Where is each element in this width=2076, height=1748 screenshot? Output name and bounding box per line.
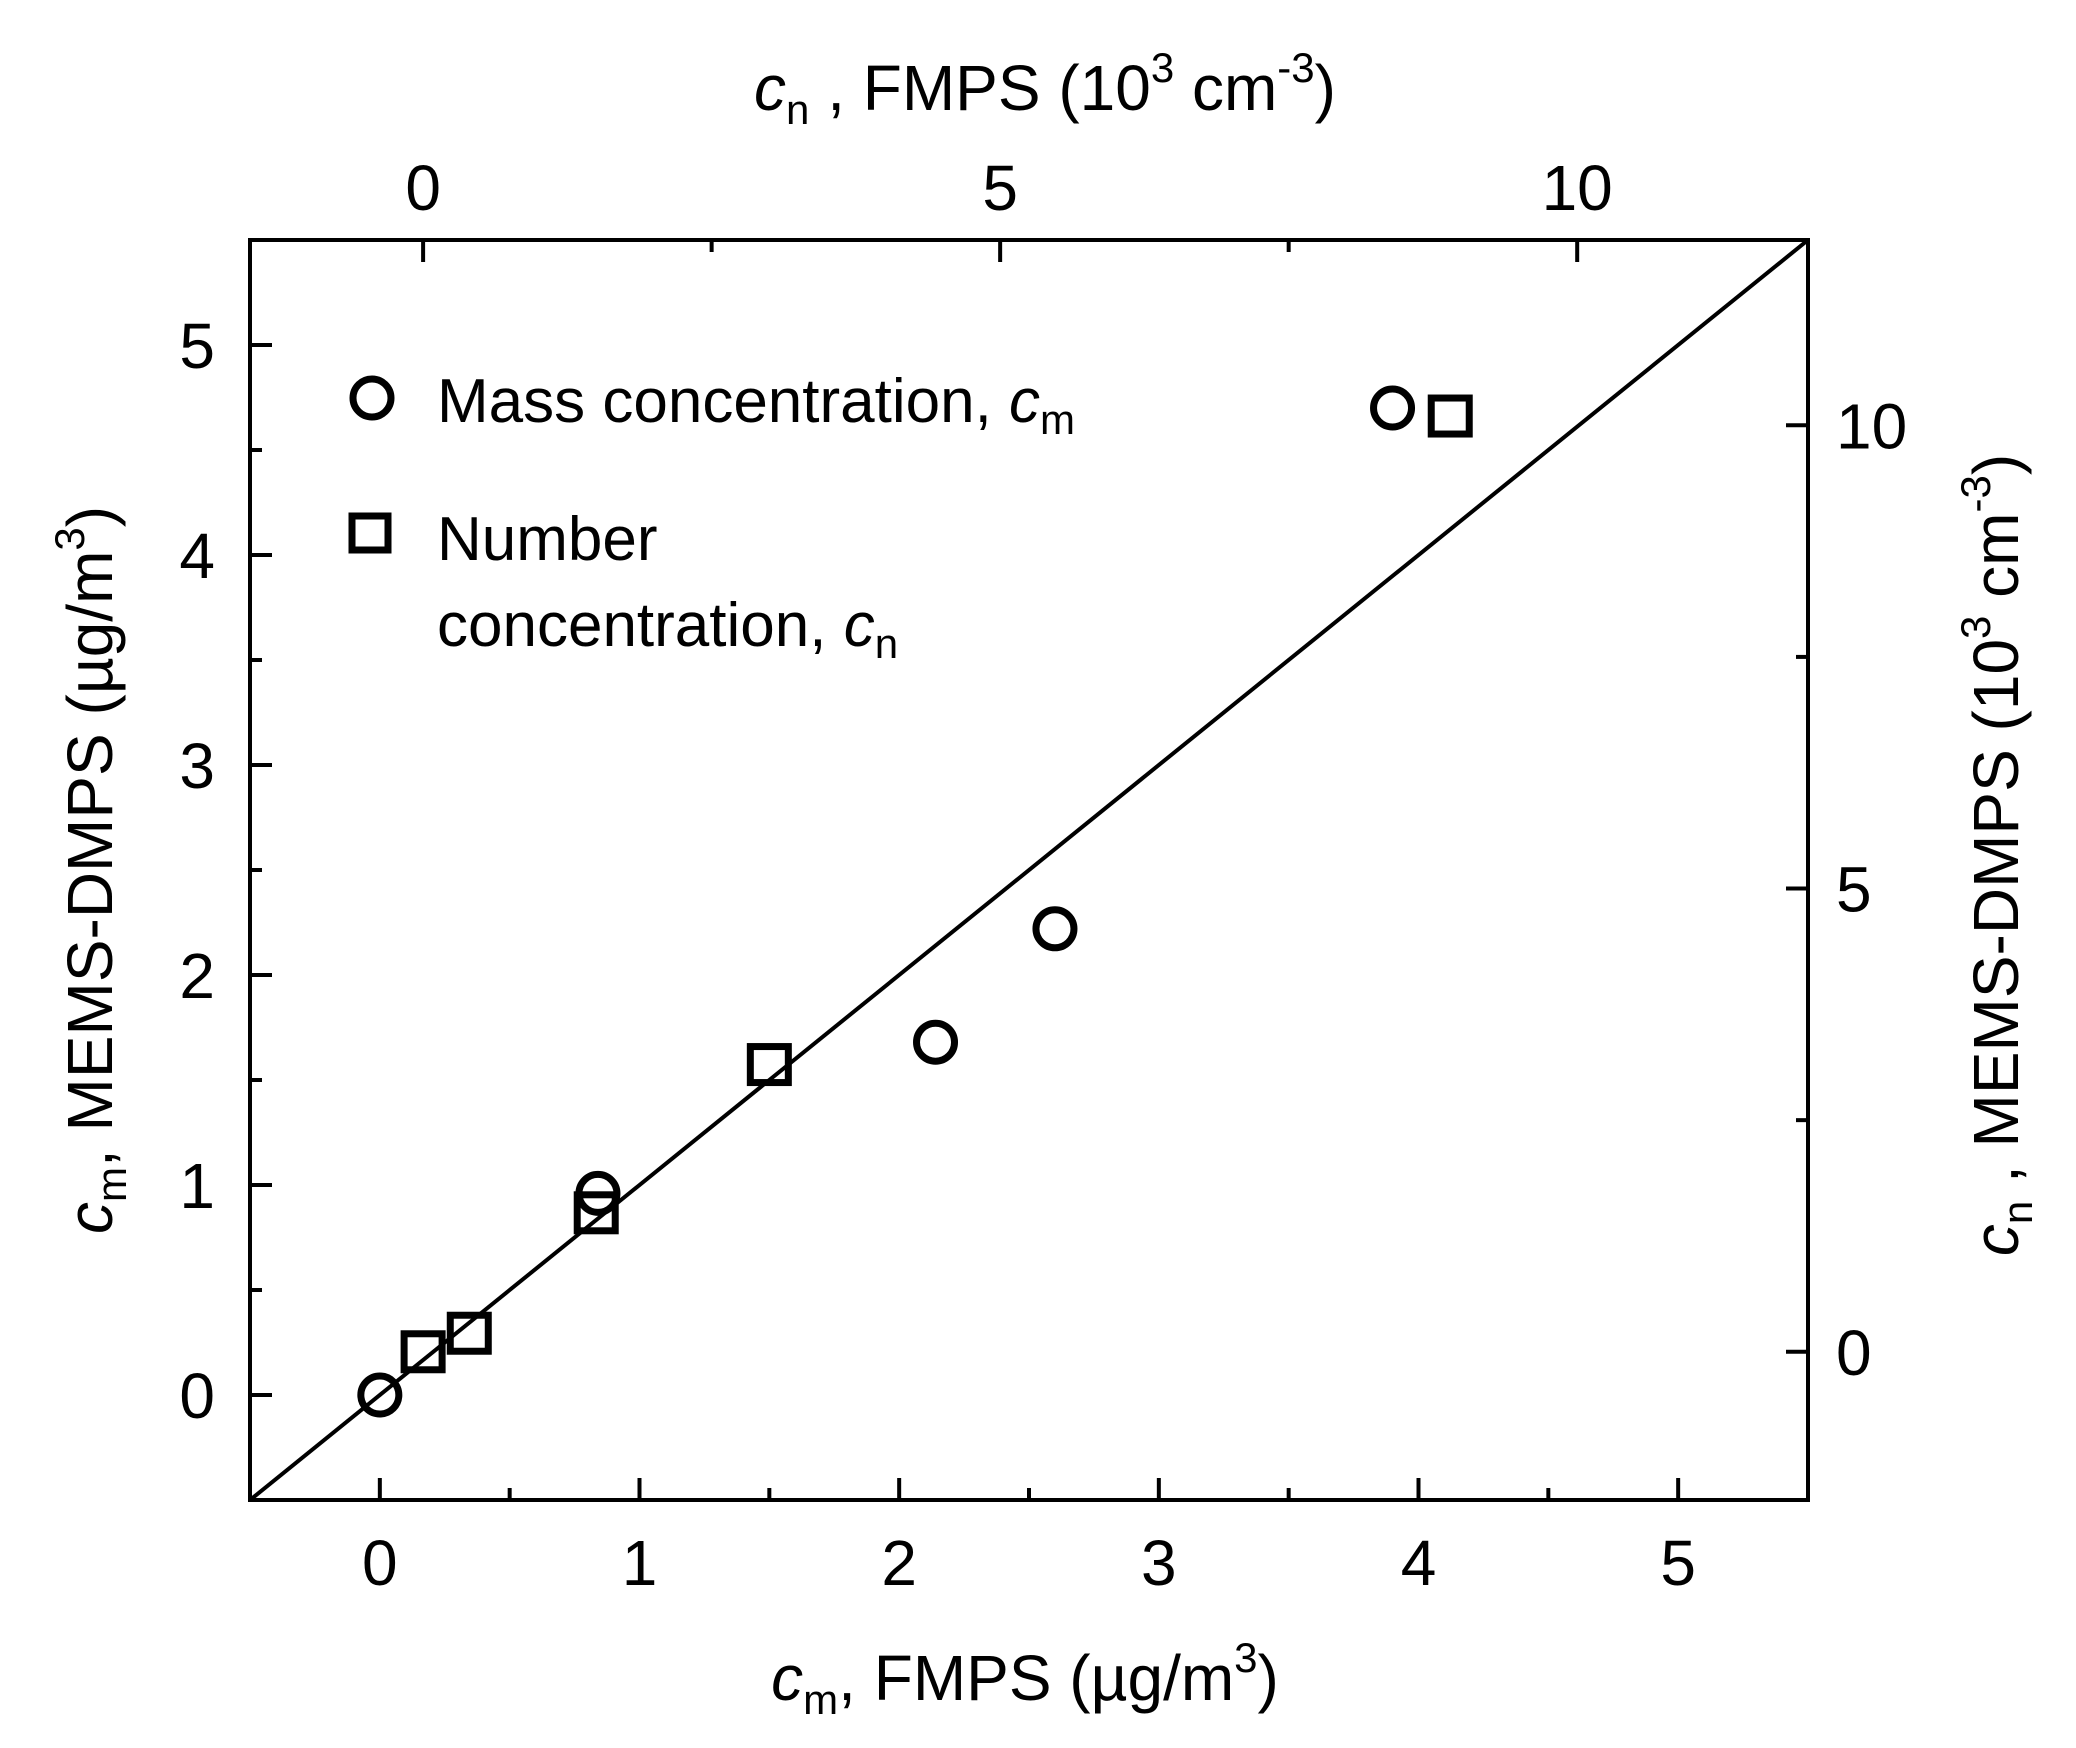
x-top-tick-label: 10 — [1542, 152, 1613, 224]
y-axis-left-title: cm, MEMS-DMPS (µg/m3) — [46, 506, 135, 1234]
legend: Mass concentration, cm Number concentrat… — [348, 367, 1075, 667]
x-top-tick-label: 5 — [982, 152, 1018, 224]
number-concentration-point — [573, 1191, 619, 1235]
x-bottom-tick-label: 4 — [1401, 1527, 1437, 1599]
y-axis-right-title: cn , MEMS-DMPS (103 cm-3) — [1952, 454, 2041, 1256]
y-left-tick-label: 1 — [179, 1150, 215, 1222]
mass-concentration-point — [1032, 906, 1078, 952]
legend-number-label-line1: Number — [437, 505, 658, 574]
x-bottom-tick-label: 5 — [1660, 1527, 1696, 1599]
bottom-axis-ticks: 0 1 2 3 4 5 — [362, 1478, 1696, 1599]
x-axis-bottom-title: cm, FMPS (µg/m3) — [771, 1634, 1279, 1723]
legend-mass-label: Mass concentration, cm — [437, 367, 1075, 443]
number-concentration-point — [1427, 394, 1473, 438]
right-axis-ticks: 0 5 10 — [1786, 390, 1907, 1389]
number-concentration-point — [746, 1043, 792, 1087]
one-to-one-line — [248, 238, 1810, 1502]
y-left-tick-label: 4 — [179, 520, 215, 592]
legend-square-marker — [348, 512, 392, 554]
x-bottom-tick-label: 3 — [1141, 1527, 1177, 1599]
x-bottom-tick-label: 1 — [622, 1527, 658, 1599]
x-top-tick-label: 0 — [405, 152, 441, 224]
legend-number-label-line2: concentration, cn — [437, 591, 898, 667]
number-concentration-point — [400, 1330, 446, 1374]
y-left-tick-label: 0 — [179, 1360, 215, 1432]
x-bottom-tick-label: 2 — [881, 1527, 917, 1599]
y-left-tick-label: 3 — [179, 730, 215, 802]
mass-concentration-point — [913, 1019, 959, 1065]
left-axis-ticks: 0 1 2 3 4 5 — [179, 310, 272, 1432]
x-bottom-tick-label: 0 — [362, 1527, 398, 1599]
mass-concentration-point — [357, 1372, 403, 1418]
y-right-tick-label: 10 — [1836, 390, 1907, 462]
top-axis-ticks: 0 5 10 — [405, 152, 1613, 262]
y-left-tick-label: 5 — [179, 310, 215, 382]
y-right-tick-label: 5 — [1836, 854, 1872, 926]
mass-concentration-point — [1370, 385, 1416, 431]
x-axis-top-title: cn , FMPS (103 cm-3) — [754, 44, 1336, 133]
legend-circle-marker — [349, 375, 395, 421]
number-concentration-point — [446, 1311, 492, 1355]
y-left-tick-label: 2 — [179, 940, 215, 1012]
y-right-tick-label: 0 — [1836, 1317, 1872, 1389]
data-markers — [357, 385, 1473, 1418]
